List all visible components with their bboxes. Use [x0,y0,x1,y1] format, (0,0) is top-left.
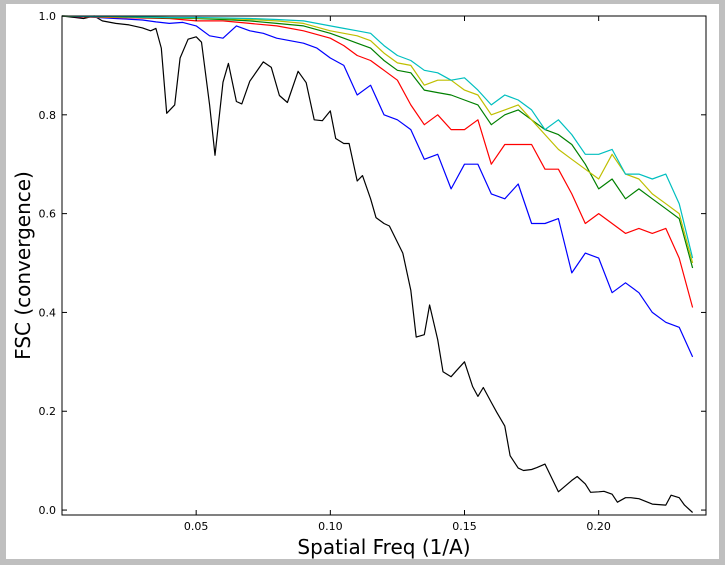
y-tick-label: 0.8 [39,109,57,122]
y-tick-label: 1.0 [39,10,57,23]
y-tick-label: 0.6 [39,208,57,221]
plot-frame [61,15,707,516]
y-tick-label: 0.0 [39,504,57,517]
series-line-3 [61,15,694,308]
x-tick-label: 0.20 [586,520,611,533]
y-tick-label: 0.4 [39,306,57,319]
series-layer [61,15,694,513]
y-axis-label: FSC (convergence) [11,171,35,360]
series-line-6 [61,15,694,259]
x-tick-label: 0.15 [452,520,477,533]
series-line-5 [61,15,694,264]
x-tick-label: 0.10 [318,520,343,533]
x-tick-label: 0.05 [184,520,209,533]
figure: 0.05 0.10 0.15 0.20 0.0 0.2 0.4 0.6 0.8 1.0 Spati… [6,4,719,559]
series-line-4 [61,15,694,269]
series-line-2 [61,15,694,358]
tick-layer: 0.05 0.10 0.15 0.20 0.0 0.2 0.4 0.6 0.8 1.0 [39,10,706,533]
fsc-chart: 0.05 0.10 0.15 0.20 0.0 0.2 0.4 0.6 0.8 1.0 Spati… [11,10,707,559]
series-line-1 [61,15,694,513]
y-tick-label: 0.2 [39,405,57,418]
x-axis-label: Spatial Freq (1/A) [297,535,470,559]
